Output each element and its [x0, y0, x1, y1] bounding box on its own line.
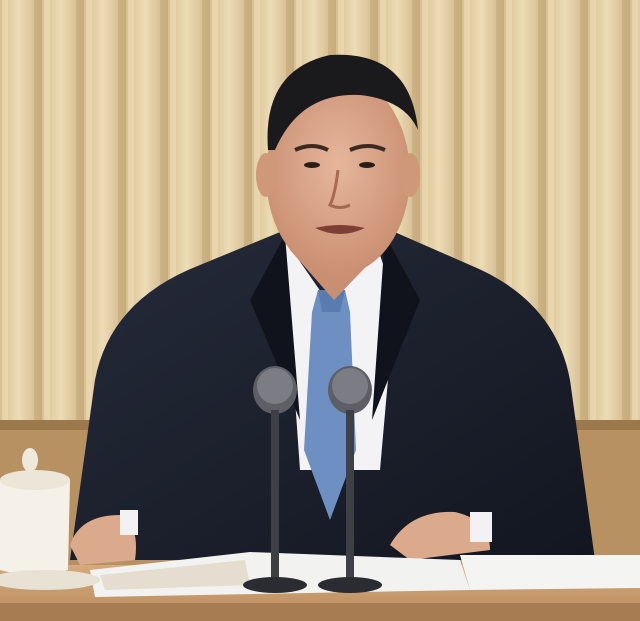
tie: [304, 290, 356, 520]
microphones: [243, 366, 382, 593]
hand-right: [390, 511, 490, 560]
mouth: [315, 225, 365, 234]
lapel-right: [372, 235, 420, 420]
hair: [267, 54, 418, 150]
hand-left: [70, 515, 136, 565]
teacup: [0, 448, 100, 590]
